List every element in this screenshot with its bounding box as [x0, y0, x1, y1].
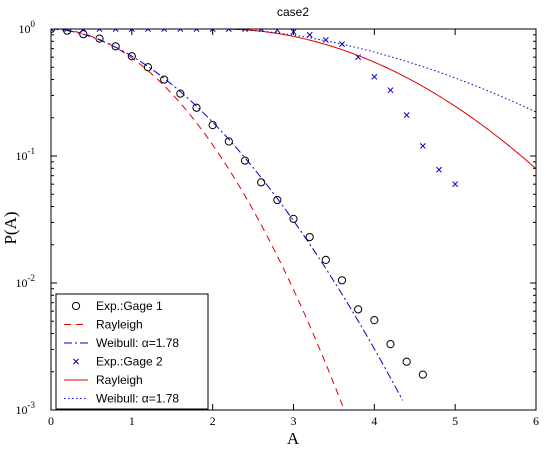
y-tick-label: 100	[19, 19, 36, 36]
x-tick-label: 2	[210, 414, 216, 428]
data-point-circle	[305, 232, 314, 242]
data-point-x	[306, 31, 313, 38]
x-tick-label: 3	[291, 414, 297, 428]
series-line	[51, 29, 404, 401]
x-tick-label: 0	[48, 414, 54, 428]
data-point-x	[73, 358, 79, 365]
data-point-x	[322, 36, 329, 43]
data-point-circle	[192, 103, 201, 112]
x-tick-label: 6	[533, 414, 539, 428]
data-point-x	[436, 166, 442, 173]
y-axis-label: P(A)	[1, 211, 20, 244]
chart-title: case2	[277, 5, 309, 19]
x-tick-label: 5	[452, 414, 458, 428]
data-point-circle	[240, 156, 250, 165]
data-point-x	[387, 87, 394, 94]
x-tick-label: 4	[371, 414, 377, 428]
data-point-x	[177, 29, 184, 32]
data-point-circle	[208, 121, 217, 130]
y-tick-label: 10-3	[16, 400, 36, 417]
legend-label: Rayleigh	[96, 318, 143, 332]
data-point-x	[80, 29, 87, 32]
data-point-circle	[386, 340, 395, 349]
data-point-circle	[127, 52, 136, 61]
data-point-circle	[337, 276, 347, 285]
legend-label: Exp.:Gage 1	[96, 299, 163, 313]
data-point-circle	[257, 178, 266, 187]
data-point-circle	[418, 370, 427, 379]
y-tick-base: 10	[16, 403, 28, 417]
legend-label: Weibull: α=1.78	[96, 392, 179, 406]
legend-label: Exp.:Gage 2	[96, 355, 163, 369]
data-point-x	[161, 29, 168, 32]
data-point-circle	[111, 42, 120, 51]
legend-label: Weibull: α=1.78	[96, 336, 179, 350]
data-point-x	[145, 29, 151, 32]
data-point-circle	[95, 34, 104, 43]
y-tick-exponent: -1	[28, 146, 36, 156]
legend-box	[55, 293, 209, 410]
data-point-x	[452, 181, 459, 188]
data-point-circle	[289, 214, 298, 223]
data-point-x	[371, 73, 378, 80]
data-point-circle	[273, 195, 282, 205]
data-point-circle	[402, 357, 411, 366]
y-tick-base: 10	[19, 22, 31, 36]
data-point-x	[242, 29, 248, 32]
legend-label: Rayleigh	[96, 373, 143, 387]
data-point-circle	[176, 89, 185, 98]
data-point-circle	[63, 29, 72, 35]
y-tick-exponent: 0	[31, 19, 36, 29]
data-point-x	[355, 54, 362, 61]
data-point-x	[51, 29, 54, 32]
data-point-circle	[370, 316, 379, 325]
data-point-circle	[71, 301, 81, 311]
y-tick-base: 10	[16, 276, 28, 290]
y-tick-exponent: -3	[28, 400, 36, 410]
x-tick-label: 1	[129, 414, 135, 428]
plot-area	[51, 29, 536, 410]
data-point-x	[419, 142, 426, 149]
data-point-x	[209, 29, 216, 32]
data-point-x	[225, 29, 232, 32]
y-tick-exponent: -2	[28, 273, 36, 283]
data-point-circle	[354, 305, 363, 314]
legend: Exp.:Gage 1 Rayleigh Weibull: α=1.78 Exp.:G…	[55, 293, 209, 410]
data-point-x	[274, 29, 281, 34]
y-tick-label: 10-2	[16, 273, 36, 290]
data-point-x	[128, 29, 135, 32]
y-tick-base: 10	[16, 149, 28, 163]
data-point-x	[96, 29, 103, 32]
x-axis-label: A	[287, 429, 300, 448]
data-point-x	[403, 112, 410, 119]
data-point-circle	[160, 75, 169, 84]
series-line	[51, 29, 536, 113]
series-line	[51, 29, 536, 170]
data-point-x	[64, 29, 71, 32]
data-point-circle	[321, 255, 330, 265]
data-point-x	[193, 29, 200, 32]
data-point-x	[112, 29, 119, 32]
data-point-circle	[224, 137, 233, 146]
y-tick-label: 10-1	[16, 146, 36, 163]
